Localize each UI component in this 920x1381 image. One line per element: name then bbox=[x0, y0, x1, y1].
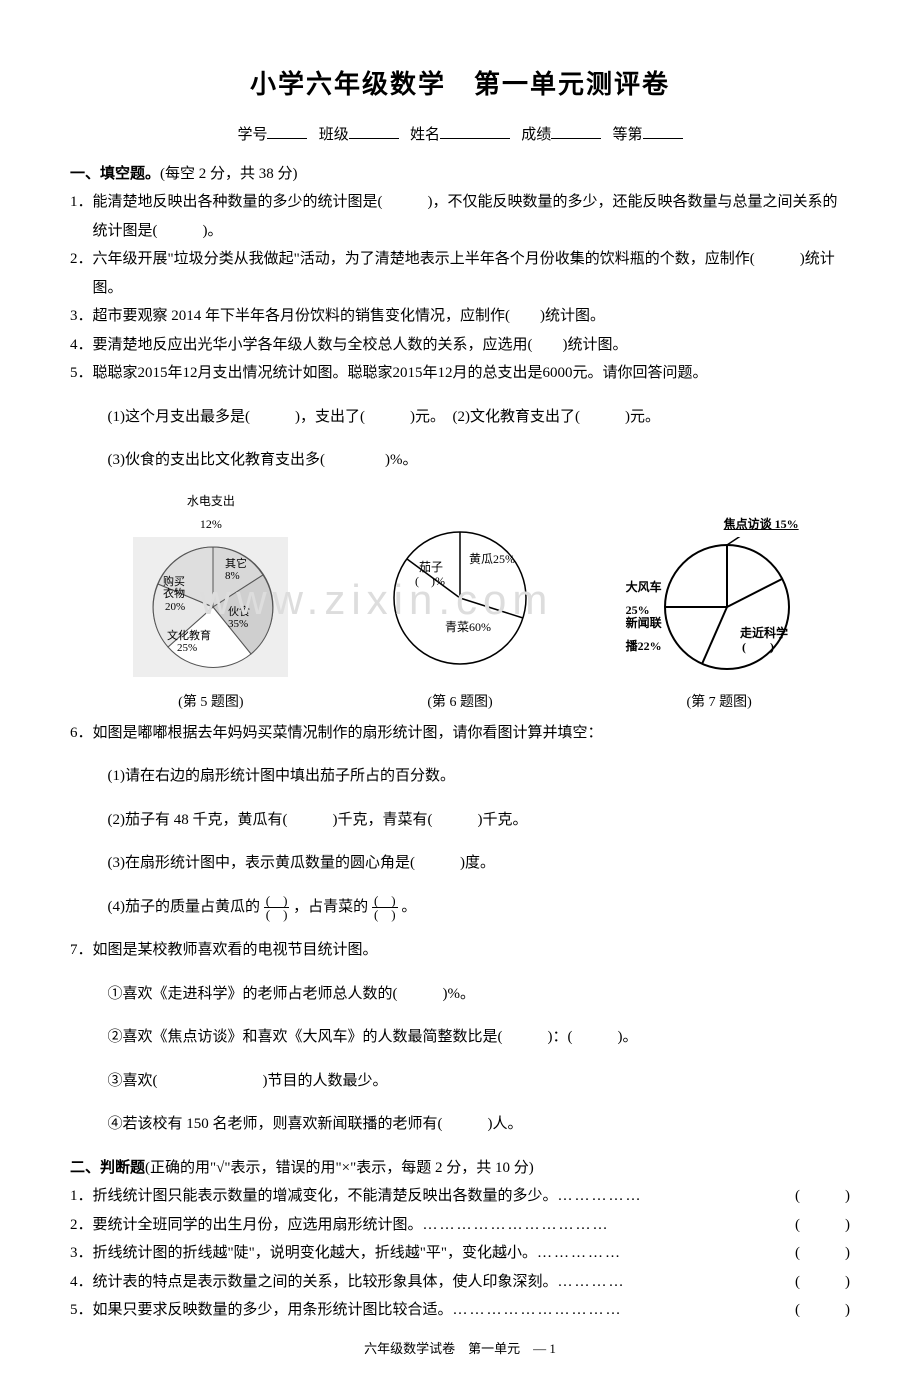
j2-dots: …………………………… bbox=[423, 1211, 791, 1240]
j4-text: 4．统计表的特点是表示数量之间的关系，比较形象具体，使人印象深刻。 bbox=[70, 1268, 558, 1297]
class-blank[interactable] bbox=[349, 123, 399, 139]
c5-food: 伙食 bbox=[228, 604, 250, 618]
c7-xwlb2: 播22% bbox=[626, 639, 662, 653]
s2-title: 二、判断题 bbox=[70, 1160, 145, 1176]
judge-3: 3．折线统计图的折线越"陡"，说明变化越大，折线越"平"，变化越小。 ……………… bbox=[70, 1239, 850, 1268]
c6-qiezi1: 茄子 bbox=[419, 560, 443, 574]
judge-4: 4．统计表的特点是表示数量之间的关系，比较形象具体，使人印象深刻。 ………… (… bbox=[70, 1268, 850, 1297]
name-blank[interactable] bbox=[440, 123, 510, 139]
c5-other: 其它 bbox=[225, 556, 247, 570]
chart5-caption: (第 5 题图) bbox=[133, 690, 288, 717]
page-title: 小学六年级数学 第一单元测评卷 bbox=[70, 60, 850, 109]
c6-qingcai: 青菜60% bbox=[445, 620, 491, 634]
j2-text: 2．要统计全班同学的出生月份，应选用扇形统计图。 bbox=[70, 1211, 423, 1240]
q6-1: (1)请在右边的扇形统计图中填出茄子所占的百分数。 bbox=[70, 762, 850, 791]
q3: 3．超市要观察 2014 年下半年各月份饮料的销售变化情况，应制作( )统计图。 bbox=[70, 302, 850, 331]
chart6-caption: (第 6 题图) bbox=[375, 690, 545, 717]
q6-4b: ，占青菜的 bbox=[293, 899, 368, 915]
j4-dots: ………… bbox=[558, 1268, 791, 1297]
chart-6: 黄瓜25% 茄子 ( )% 青菜60% (第 6 题图) bbox=[375, 519, 545, 716]
j5-paren[interactable]: ( ) bbox=[791, 1296, 850, 1325]
score-label: 成绩 bbox=[521, 127, 551, 143]
class-label: 班级 bbox=[319, 127, 349, 143]
grade-label: 等第 bbox=[613, 127, 643, 143]
q6-4c: 。 bbox=[401, 899, 416, 915]
score-blank[interactable] bbox=[551, 123, 601, 139]
c7-zjkx1: 走近科学 bbox=[740, 625, 788, 640]
q6-4a: (4)茄子的质量占黄瓜的 bbox=[108, 899, 261, 915]
c5-buy: 购买 bbox=[163, 574, 185, 588]
c7-dfc1: 大风车 bbox=[626, 580, 662, 594]
c5-other-pct: 8% bbox=[225, 570, 240, 582]
j2-paren[interactable]: ( ) bbox=[791, 1211, 850, 1240]
j5-text: 5．如果只要求反映数量的多少，用条形统计图比较合适。 bbox=[70, 1296, 453, 1325]
pie-chart-6: 黄瓜25% 茄子 ( )% 青菜60% bbox=[375, 519, 545, 677]
j3-text: 3．折线统计图的折线越"陡"，说明变化越大，折线越"平"，变化越小。 bbox=[70, 1239, 537, 1268]
j4-paren[interactable]: ( ) bbox=[791, 1268, 850, 1297]
c5-edu: 文化教育 bbox=[167, 628, 211, 642]
q5: 5．聪聪家2015年12月支出情况统计如图。聪聪家2015年12月的总支出是60… bbox=[70, 359, 850, 388]
c5-food-pct: 35% bbox=[228, 618, 248, 630]
fraction-1: ( )( ) bbox=[264, 894, 290, 921]
s1-title: 一、填空题。 bbox=[70, 166, 160, 182]
q7-2: ②喜欢《焦点访谈》和喜欢《大风车》的人数最简整数比是( )：( )。 bbox=[70, 1023, 850, 1052]
chart7-caption: (第 7 题图) bbox=[632, 690, 807, 717]
q2: 2．六年级开展"垃圾分类从我做起"活动，为了清楚地表示上半年各个月份收集的饮料瓶… bbox=[70, 245, 850, 302]
j3-dots: …………… bbox=[537, 1239, 791, 1268]
j1-text: 1．折线统计图只能表示数量的增减变化，不能清楚反映出各数量的多少。 bbox=[70, 1182, 558, 1211]
c6-qiezi2: ( )% bbox=[415, 574, 445, 588]
page-footer: 六年级数学试卷 第一单元 — 1 bbox=[70, 1337, 850, 1362]
q6-3: (3)在扇形统计图中，表示黄瓜数量的圆心角是( )度。 bbox=[70, 849, 850, 878]
judge-5: 5．如果只要求反映数量的多少，用条形统计图比较合适。 ………………………… ( … bbox=[70, 1296, 850, 1325]
j3-paren[interactable]: ( ) bbox=[791, 1239, 850, 1268]
j1-dots: …………… bbox=[558, 1182, 791, 1211]
name-label: 姓名 bbox=[410, 127, 440, 143]
section-1-head: 一、填空题。(每空 2 分，共 38 分) bbox=[70, 160, 850, 189]
c7-xwlb1: 新闻联 bbox=[626, 616, 662, 630]
q4: 4．要清楚地反应出光华小学各年级人数与全校总人数的关系，应选用( )统计图。 bbox=[70, 331, 850, 360]
judge-1: 1．折线统计图只能表示数量的增减变化，不能清楚反映出各数量的多少。 …………… … bbox=[70, 1182, 850, 1211]
q6-2: (2)茄子有 48 千克，黄瓜有( )千克，青菜有( )千克。 bbox=[70, 806, 850, 835]
q5-sub3: (3)伙食的支出比文化教育支出多( )%。 bbox=[70, 446, 850, 475]
c5-edu-pct: 25% bbox=[177, 642, 197, 654]
q1: 1．能清楚地反映出各种数量的多少的统计图是( )，不仅能反映数量的多少，还能反映… bbox=[70, 188, 850, 245]
q7-3: ③喜欢( )节目的人数最少。 bbox=[70, 1067, 850, 1096]
grade-blank[interactable] bbox=[643, 123, 683, 139]
q6-4: (4)茄子的质量占黄瓜的 ( )( ) ，占青菜的 ( )( ) 。 bbox=[70, 893, 850, 922]
chart5-top-label: 水电支出 bbox=[133, 490, 288, 513]
section-2-head: 二、判断题(正确的用"√"表示，错误的用"×"表示，每题 2 分，共 10 分) bbox=[70, 1154, 850, 1183]
j1-paren[interactable]: ( ) bbox=[791, 1182, 850, 1211]
c5-buy2: 衣物 bbox=[163, 586, 185, 600]
j5-dots: ………………………… bbox=[453, 1296, 791, 1325]
judge-2: 2．要统计全班同学的出生月份，应选用扇形统计图。 …………………………… ( ) bbox=[70, 1211, 850, 1240]
q6: 6．如图是嘟嘟根据去年妈妈买菜情况制作的扇形统计图，请你看图计算并填空： bbox=[70, 719, 850, 748]
q7-1: ①喜欢《走进科学》的老师占老师总人数的( )%。 bbox=[70, 980, 850, 1009]
id-label: 学号 bbox=[237, 127, 267, 143]
q7: 7．如图是某校教师喜欢看的电视节目统计图。 bbox=[70, 936, 850, 965]
chart-7: 焦点访谈 15% 走近科学 ( ) 大风车 25% 新闻联 播22% (第 7 … bbox=[632, 513, 807, 717]
q5-sub1: (1)这个月支出最多是( )，支出了( )元。 (2)文化教育支出了( )元。 bbox=[70, 403, 850, 432]
student-info-line: 学号 班级 姓名 成绩 等第 bbox=[70, 121, 850, 150]
chart7-top: 焦点访谈 15% bbox=[632, 513, 807, 536]
q7-4: ④若该校有 150 名老师，则喜欢新闻联播的老师有( )人。 bbox=[70, 1110, 850, 1139]
c5-buy-pct: 20% bbox=[165, 601, 185, 613]
c6-huanggua: 黄瓜25% bbox=[469, 552, 515, 566]
s2-note: (正确的用"√"表示，错误的用"×"表示，每题 2 分，共 10 分) bbox=[145, 1160, 534, 1176]
chart5-top-pct: 12% bbox=[133, 513, 288, 536]
chart-5: 水电支出 12% 其它 8% 购买 衣物 20% 伙食 35% 文化教育 25%… bbox=[133, 490, 288, 717]
fraction-2: ( )( ) bbox=[372, 894, 398, 921]
charts-row: 水电支出 12% 其它 8% 购买 衣物 20% 伙食 35% 文化教育 25%… bbox=[70, 490, 850, 717]
c7-zjkx2: ( ) bbox=[742, 640, 774, 654]
id-blank[interactable] bbox=[267, 123, 307, 139]
s1-note: (每空 2 分，共 38 分) bbox=[160, 166, 298, 182]
pie-chart-5: 其它 8% 购买 衣物 20% 伙食 35% 文化教育 25% bbox=[133, 537, 288, 677]
